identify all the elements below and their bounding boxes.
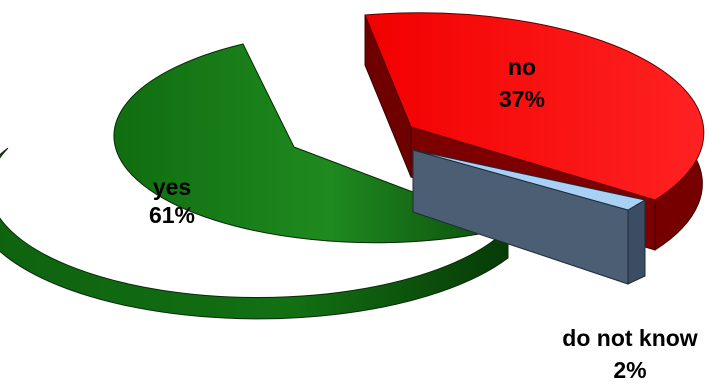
- slice-yes-top: [113, 43, 510, 244]
- slice-dnk-side-right: [627, 199, 646, 285]
- label-yes-percent: 61%: [149, 202, 195, 228]
- label-yes-name: yes: [153, 174, 191, 200]
- pie-slice-do-not-know: [412, 149, 647, 285]
- slice-no-top: [364, 12, 705, 201]
- slice-dnk-top: [412, 149, 647, 211]
- slice-yes-side: [0, 147, 509, 320]
- label-dnk-name: do not know: [562, 325, 698, 351]
- label-dnk-percent: 2%: [613, 357, 646, 383]
- pie-slice-yes: [0, 43, 510, 320]
- label-no-name: no: [508, 54, 536, 80]
- label-no-percent: 37%: [499, 86, 545, 112]
